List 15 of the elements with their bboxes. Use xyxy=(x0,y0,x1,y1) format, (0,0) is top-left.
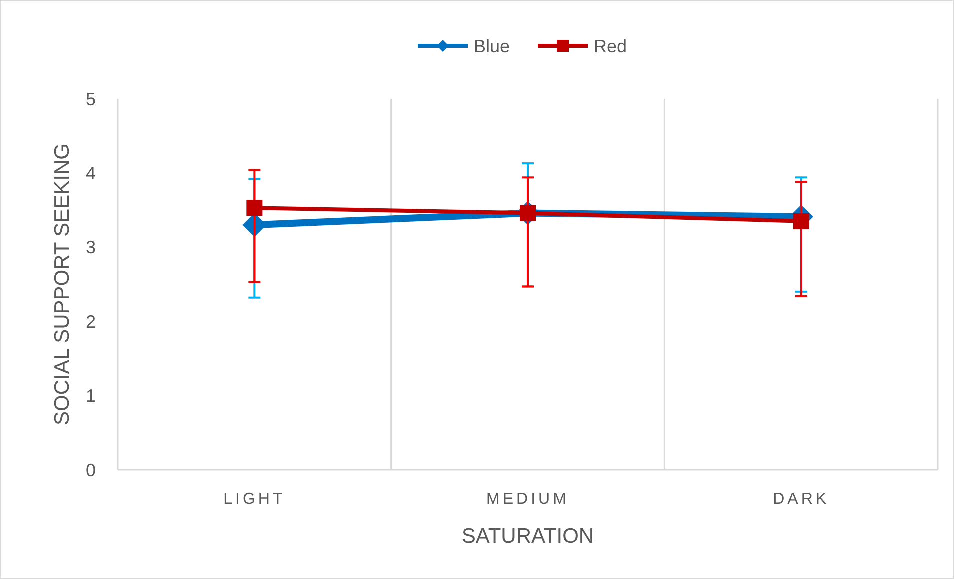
point xyxy=(246,200,263,216)
point xyxy=(793,213,810,230)
x-axis-title: SATURATION xyxy=(462,525,594,548)
y-tick-label: 0 xyxy=(86,460,96,480)
x-tick-label: DARK xyxy=(773,491,830,508)
x-tick-label: MEDIUM xyxy=(486,491,570,508)
x-tick-label: LIGHT xyxy=(224,491,286,508)
y-tick-label: 4 xyxy=(86,164,96,184)
y-tick-label: 3 xyxy=(86,238,96,258)
legend-label: Red xyxy=(594,36,628,56)
y-axis-title: SOCIAL SUPPORT SEEKING xyxy=(51,143,74,426)
y-tick-label: 1 xyxy=(86,386,96,406)
y-tick-label: 2 xyxy=(86,312,96,332)
y-tick-label: 5 xyxy=(86,89,96,110)
legend-label: Blue xyxy=(474,36,510,56)
